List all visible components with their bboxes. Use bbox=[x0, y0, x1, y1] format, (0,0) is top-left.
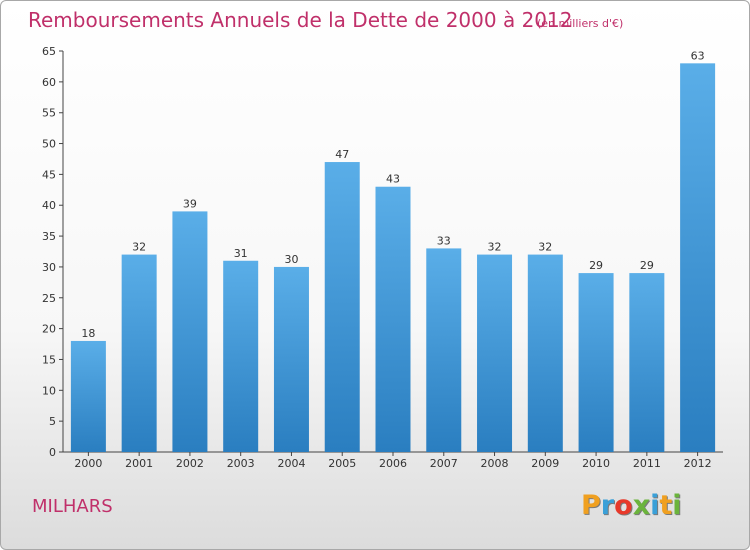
bar bbox=[527, 254, 563, 452]
bar-value-label: 47 bbox=[335, 148, 349, 161]
chart-unit: (en milliers d'€) bbox=[537, 17, 624, 30]
logo-letter: x bbox=[632, 490, 651, 521]
bar-value-label: 43 bbox=[386, 173, 400, 186]
bar bbox=[172, 211, 208, 452]
x-tick-label: 2000 bbox=[74, 457, 102, 470]
x-tick-label: 2001 bbox=[125, 457, 153, 470]
y-tick-label: 5 bbox=[49, 415, 56, 428]
bar bbox=[324, 162, 360, 453]
y-tick-label: 35 bbox=[42, 230, 56, 243]
x-tick-label: 2005 bbox=[328, 457, 356, 470]
bar bbox=[426, 248, 462, 452]
x-tick-label: 2009 bbox=[531, 457, 559, 470]
logo-letter: i bbox=[672, 490, 682, 521]
x-tick-label: 2006 bbox=[379, 457, 407, 470]
y-tick-label: 50 bbox=[42, 138, 56, 151]
y-tick-label: 65 bbox=[42, 45, 56, 58]
bar-value-label: 31 bbox=[234, 247, 248, 260]
bar-value-label: 33 bbox=[437, 234, 451, 247]
bar bbox=[273, 266, 309, 452]
x-tick-label: 2010 bbox=[582, 457, 610, 470]
proxiti-logo: Proxiti bbox=[581, 490, 682, 521]
x-tick-label: 2002 bbox=[176, 457, 204, 470]
x-tick-label: 2011 bbox=[633, 457, 661, 470]
logo-letter: t bbox=[659, 490, 673, 521]
x-tick-label: 2003 bbox=[227, 457, 255, 470]
y-tick-label: 0 bbox=[49, 446, 56, 459]
bar bbox=[223, 260, 259, 452]
bar bbox=[477, 254, 513, 452]
bar-value-label: 63 bbox=[691, 49, 705, 62]
bar-value-label: 18 bbox=[81, 327, 95, 340]
logo-letter: i bbox=[650, 490, 660, 521]
bar-value-label: 32 bbox=[538, 241, 552, 254]
bar bbox=[70, 340, 106, 452]
logo-letter: P bbox=[581, 490, 601, 521]
bar bbox=[375, 186, 411, 452]
bar bbox=[578, 273, 614, 452]
logo-letter: o bbox=[614, 490, 633, 521]
bar bbox=[680, 63, 716, 452]
x-tick-label: 2004 bbox=[277, 457, 305, 470]
y-tick-label: 45 bbox=[42, 168, 56, 181]
bar bbox=[121, 254, 157, 452]
bar-value-label: 29 bbox=[640, 259, 654, 272]
x-tick-label: 2007 bbox=[430, 457, 458, 470]
place-name: MILHARS bbox=[32, 496, 113, 517]
bar bbox=[629, 273, 665, 452]
bar-value-label: 29 bbox=[589, 259, 603, 272]
bar-value-label: 30 bbox=[284, 253, 298, 266]
y-tick-label: 40 bbox=[42, 199, 56, 212]
x-tick-label: 2012 bbox=[684, 457, 712, 470]
chart-axes: 0 5 10 15 20 25 30 35 40 45 50 55 60 65 2000 2001 2002 20… bbox=[42, 45, 723, 470]
y-tick-label: 60 bbox=[42, 76, 56, 89]
y-tick-label: 30 bbox=[42, 261, 56, 274]
x-tick-label: 2008 bbox=[481, 457, 509, 470]
bar-value-label: 39 bbox=[183, 197, 197, 210]
y-tick-label: 10 bbox=[42, 384, 56, 397]
y-tick-label: 20 bbox=[42, 323, 56, 336]
bar-value-label: 32 bbox=[488, 241, 502, 254]
y-tick-label: 25 bbox=[42, 292, 56, 305]
y-tick-label: 15 bbox=[42, 353, 56, 366]
chart-bars: 18 32 39 31 30 47 43 33 32 32 29 29 63 bbox=[70, 49, 716, 453]
y-tick-label: 55 bbox=[42, 107, 56, 120]
chart-title: Remboursements Annuels de la Dette de 20… bbox=[28, 8, 573, 32]
logo-letter: r bbox=[600, 490, 615, 521]
bar-value-label: 32 bbox=[132, 241, 146, 254]
